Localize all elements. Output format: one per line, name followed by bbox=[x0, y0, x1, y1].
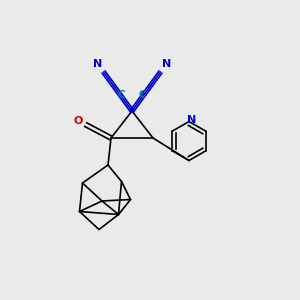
Text: N: N bbox=[162, 59, 171, 70]
Text: N: N bbox=[188, 115, 196, 125]
Text: N: N bbox=[93, 59, 102, 70]
Text: O: O bbox=[73, 116, 83, 127]
Text: C: C bbox=[118, 90, 125, 100]
Text: C: C bbox=[139, 90, 146, 100]
